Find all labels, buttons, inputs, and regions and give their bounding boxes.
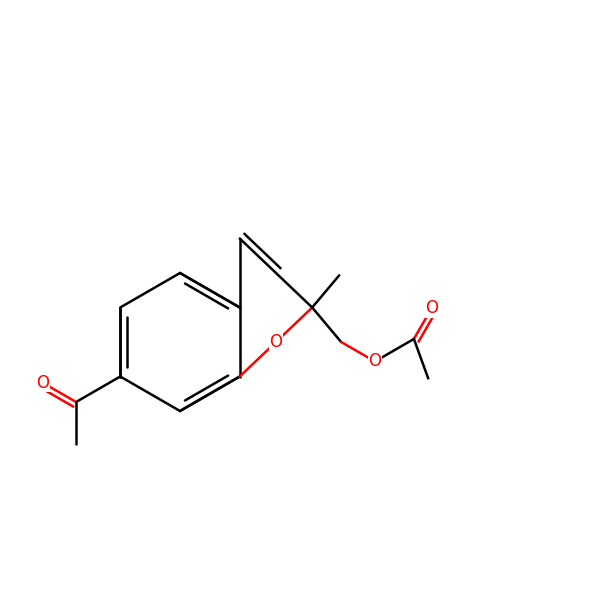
- Text: O: O: [368, 352, 382, 370]
- Text: O: O: [425, 299, 439, 317]
- Text: O: O: [36, 373, 49, 392]
- Text: O: O: [269, 333, 283, 351]
